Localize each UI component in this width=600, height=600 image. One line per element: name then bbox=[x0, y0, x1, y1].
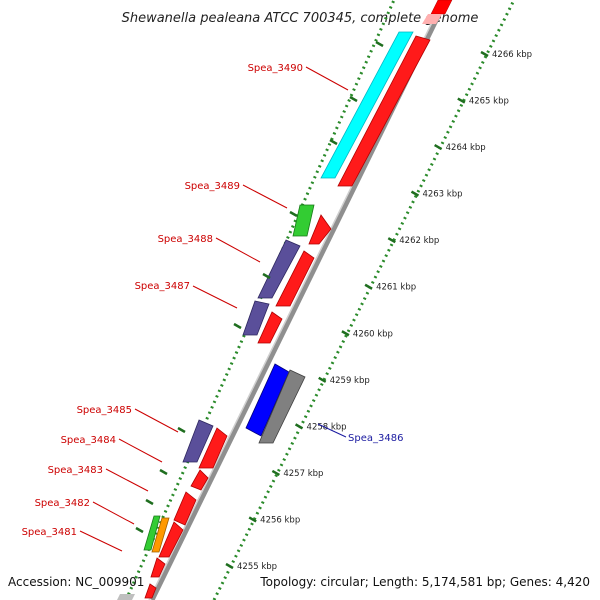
scale-tick-label: 4255 kbp bbox=[237, 562, 277, 572]
accession-text: Accession: NC_009901 bbox=[8, 575, 144, 589]
scale-tick bbox=[248, 516, 257, 523]
scale-tick bbox=[434, 144, 443, 151]
leader-lines bbox=[79, 66, 349, 552]
scale-tick bbox=[341, 330, 350, 337]
scale-tick bbox=[480, 50, 489, 58]
scale-tick bbox=[225, 562, 234, 570]
map-title: Shewanella pealeana ATCC 700345, complet… bbox=[122, 11, 479, 26]
scale-tick-label: 4261 kbp bbox=[376, 283, 416, 293]
scale-tick bbox=[387, 237, 396, 244]
gene-spea-3488-red bbox=[275, 250, 315, 307]
gene-label-spea-3487[interactable]: Spea_3487 bbox=[135, 281, 190, 292]
gene-spea-3482-red bbox=[173, 491, 197, 526]
scale-tick-label: 4264 kbp bbox=[446, 143, 486, 153]
gene-spea-3486-gray bbox=[258, 369, 306, 444]
gene-partial-top-pink bbox=[422, 14, 442, 24]
gene-label-spea-3490[interactable]: Spea_3490 bbox=[248, 63, 303, 74]
gene-spea-3483-red bbox=[190, 469, 209, 491]
gene-spea-3487-purple bbox=[242, 300, 270, 336]
scale-tick bbox=[410, 190, 420, 197]
gene-partial-bottom-red-1 bbox=[150, 557, 166, 578]
gene-label-spea-3484[interactable]: Spea_3484 bbox=[61, 435, 116, 446]
gene-spea-3488-purple bbox=[257, 239, 301, 299]
genome-summary-text: Topology: circular; Length: 5,174,581 bp… bbox=[259, 575, 590, 589]
gene-label-spea-3483[interactable]: Spea_3483 bbox=[48, 465, 103, 476]
gene-spea-3485-purple bbox=[182, 419, 214, 463]
gene-spea-3489-green bbox=[292, 204, 315, 237]
gene-spea-3487-red bbox=[257, 311, 283, 344]
scale-tick-label: 4258 kbp bbox=[307, 422, 347, 432]
gene-partial-bottom-gray bbox=[117, 594, 135, 600]
scale-tick-label: 4257 kbp bbox=[283, 469, 323, 479]
gene-spea-3481-red bbox=[158, 521, 184, 558]
gene-spea-3489-red bbox=[308, 214, 332, 245]
outer-ring-ticks bbox=[135, 40, 384, 534]
scale-dotted-ring bbox=[212, 0, 516, 600]
gene-label-spea-3489[interactable]: Spea_3489 bbox=[185, 181, 240, 192]
gene-spea-3484-red bbox=[198, 427, 228, 469]
scale-tick-label: 4260 kbp bbox=[353, 329, 393, 339]
gene-label-spea-3485[interactable]: Spea_3485 bbox=[77, 405, 132, 416]
gene-label-spea-3482[interactable]: Spea_3482 bbox=[35, 498, 90, 509]
scale-tick-label: 4259 kbp bbox=[330, 376, 370, 386]
gene-label-spea-3486[interactable]: Spea_3486 bbox=[348, 433, 403, 444]
scale-tick-label: 4262 kbp bbox=[399, 236, 439, 246]
scale-tick bbox=[457, 97, 466, 104]
outer-dotted-ring bbox=[124, 0, 396, 600]
scale-tick bbox=[364, 283, 373, 290]
gene-spea-3482-orange bbox=[151, 517, 170, 553]
gene-spea-3482-green bbox=[143, 515, 161, 551]
scale-tick-label: 4266 kbp bbox=[492, 50, 532, 60]
scale-tick-label: 4265 kbp bbox=[469, 97, 509, 107]
scale-tick-label: 4263 kbp bbox=[422, 190, 462, 200]
scale-tick bbox=[318, 376, 327, 383]
scale-tick bbox=[271, 469, 280, 476]
gene-spea-3486-blue bbox=[245, 363, 290, 437]
gene-spea-3490-forward bbox=[337, 35, 431, 187]
gene-label-spea-3488[interactable]: Spea_3488 bbox=[158, 234, 213, 245]
scale-tick-label: 4256 kbp bbox=[260, 515, 300, 525]
gene-spea-3490-reverse bbox=[320, 31, 414, 179]
scale-tick bbox=[294, 423, 304, 430]
gene-partial-top-red bbox=[430, 0, 453, 15]
gene-label-spea-3481[interactable]: Spea_3481 bbox=[22, 527, 77, 538]
scale-ticks: 4255 kbp 4256 kbp 4257 kbp 4258 kbp 4259 kbp… bbox=[225, 50, 532, 572]
gene-partial-bottom-red-2 bbox=[144, 583, 157, 599]
